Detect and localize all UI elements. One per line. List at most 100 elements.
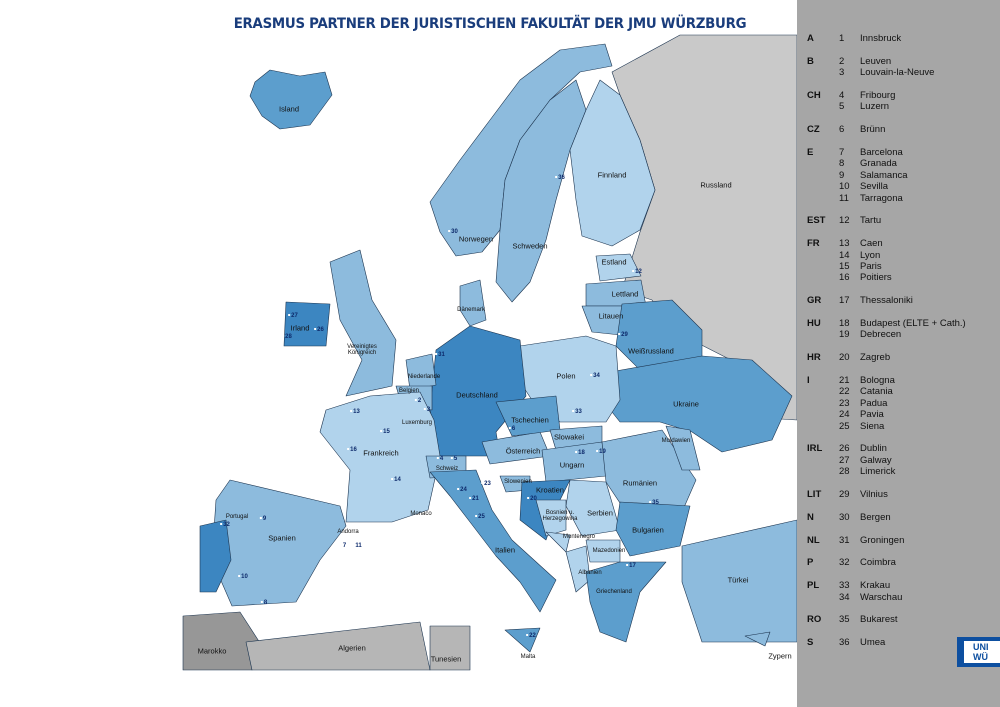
- entry-number: 13: [839, 238, 850, 250]
- marker-10[interactable]: 10: [238, 574, 248, 580]
- marker-29[interactable]: 29: [618, 332, 628, 338]
- country-serbia: [565, 479, 621, 537]
- entry-number: 9: [839, 169, 845, 181]
- entry-city: Krakau: [860, 580, 891, 592]
- label-luxemburg: Luxemburg: [401, 420, 433, 426]
- country-uk: [329, 249, 397, 397]
- marker-36[interactable]: 36: [555, 175, 565, 181]
- marker-22[interactable]: 22: [526, 633, 536, 639]
- entry-number: 34: [839, 591, 850, 603]
- entry-number: 35: [839, 614, 850, 626]
- entry-number: 20: [839, 352, 850, 364]
- entry-number: 22: [839, 386, 850, 398]
- label-zypern: Zypern: [768, 651, 792, 661]
- country-montenegro: [545, 531, 571, 553]
- entry-city: Zagreb: [860, 352, 891, 364]
- country-code: RO: [807, 614, 822, 626]
- marker-20[interactable]: 20: [527, 496, 537, 502]
- entry-city: Debrecen: [860, 329, 902, 341]
- label-niederlande: Niederlande: [407, 374, 441, 380]
- marker-13[interactable]: 13: [350, 409, 360, 415]
- country-code: CZ: [807, 124, 820, 136]
- marker-14[interactable]: 14: [391, 477, 401, 483]
- map-title: ERASMUS PARTNER DER JURISTISCHEN FAKULTÄ…: [233, 16, 747, 32]
- logo-line2: WÜ: [973, 652, 988, 662]
- country-greece: [585, 561, 667, 643]
- marker-23[interactable]: 23: [481, 481, 491, 487]
- label-portugal: Portugal: [225, 514, 249, 520]
- marker-7[interactable]: 7: [340, 543, 346, 549]
- marker-18[interactable]: 18: [575, 450, 585, 456]
- label-rumaenien: Rumänien: [622, 478, 658, 488]
- entry-city: Limerick: [860, 466, 896, 478]
- marker-2[interactable]: 2: [415, 398, 421, 404]
- entry-number: 14: [839, 249, 850, 261]
- entry-city: Groningen: [860, 534, 905, 546]
- label-italien: Italien: [494, 545, 516, 555]
- entry-city: Budapest (ELTE + Cath.): [860, 318, 966, 329]
- entry-city: Dublin: [860, 443, 887, 455]
- label-spanien: Spanien: [268, 533, 296, 543]
- marker-11[interactable]: 11: [352, 543, 361, 549]
- entry-city: Leuven: [860, 55, 892, 67]
- marker-33[interactable]: 33: [572, 409, 582, 415]
- entry-city: Paris: [860, 260, 882, 272]
- marker-31[interactable]: 31: [435, 352, 445, 358]
- logo-text: UNI WÜ: [973, 642, 989, 662]
- marker-24[interactable]: 24: [457, 487, 467, 493]
- country-finland: [569, 79, 656, 247]
- marker-21[interactable]: 21: [469, 496, 479, 502]
- marker-32[interactable]: 32: [220, 522, 230, 528]
- marker-25[interactable]: 25: [475, 514, 485, 520]
- marker-16[interactable]: 16: [347, 447, 357, 453]
- label-ukraine: Ukraine: [673, 399, 699, 409]
- marker-15[interactable]: 15: [380, 429, 390, 435]
- entry-number: 25: [839, 420, 850, 432]
- entry-number: 18: [839, 318, 850, 329]
- country-code: A: [807, 33, 814, 44]
- marker-19[interactable]: 19: [596, 449, 606, 455]
- label-kroatien: Kroatien: [536, 485, 564, 495]
- marker-30[interactable]: 30: [448, 229, 458, 235]
- entry-city: Vilnius: [860, 489, 888, 500]
- entry-number: 6: [839, 124, 845, 136]
- entry-city: Pavia: [860, 409, 884, 421]
- entry-number: 24: [839, 409, 850, 421]
- marker-8[interactable]: 8: [261, 600, 267, 606]
- country-code: GR: [807, 295, 822, 307]
- marker-26[interactable]: 26: [314, 327, 324, 333]
- label-irland: Irland: [290, 323, 310, 333]
- marker-34[interactable]: 34: [590, 373, 600, 379]
- entry-city: Fribourg: [860, 90, 896, 101]
- country-turkey: [681, 519, 798, 643]
- entry-number: 31: [839, 534, 850, 546]
- entry-city: Sevilla: [860, 181, 888, 193]
- entry-number: 27: [839, 454, 850, 466]
- entry-city: Caen: [860, 238, 883, 250]
- country-code: P: [807, 557, 814, 569]
- country-code: HU: [807, 318, 821, 329]
- label-slowakei: Slowakei: [553, 432, 585, 442]
- label-weissrussland: Weißrussland: [628, 346, 674, 356]
- marker-17[interactable]: 17: [626, 563, 636, 569]
- marker-28[interactable]: 28: [282, 334, 292, 340]
- entry-number: 4: [839, 90, 845, 101]
- marker-35[interactable]: 35: [649, 500, 659, 506]
- marker-4[interactable]: 4: [437, 456, 443, 462]
- country-code: EST: [807, 215, 826, 227]
- marker-12[interactable]: 12: [632, 269, 642, 275]
- country-cyprus: [744, 631, 771, 647]
- marker-3[interactable]: 3: [424, 407, 430, 413]
- label-schweiz: Schweiz: [435, 466, 459, 472]
- marker-9[interactable]: 9: [260, 516, 266, 522]
- entry-number: 1: [839, 33, 845, 44]
- country-estonia: [595, 253, 642, 282]
- marker-5[interactable]: 5: [451, 456, 457, 462]
- label-bosnien: Bosnien u. Herzegowina: [542, 510, 578, 522]
- entry-city: Innsbruck: [860, 33, 902, 44]
- marker-27[interactable]: 27: [288, 313, 298, 319]
- entry-city: Tartu: [860, 215, 882, 227]
- label-tschechien: Tschechien: [511, 415, 549, 425]
- marker-6[interactable]: 6: [509, 426, 515, 432]
- label-frankreich: Frankreich: [363, 448, 399, 458]
